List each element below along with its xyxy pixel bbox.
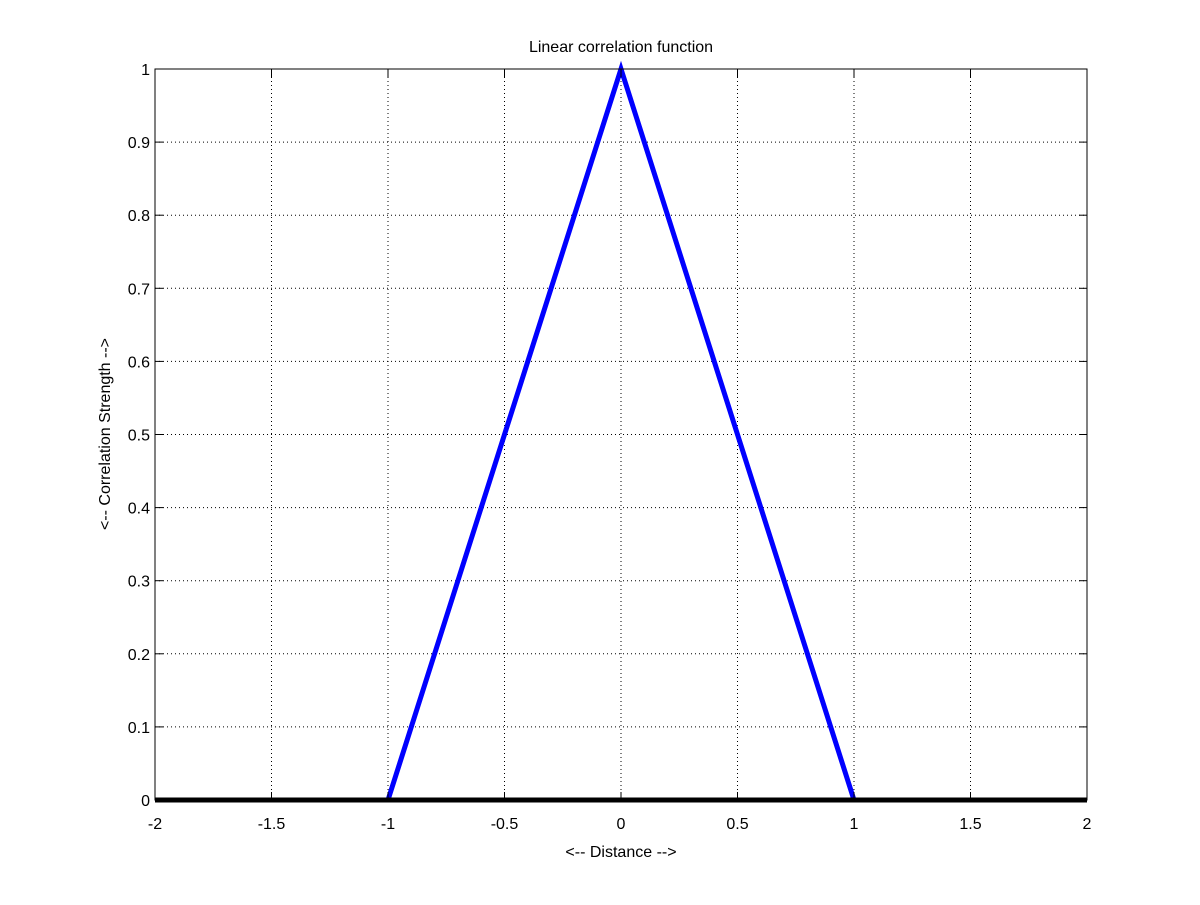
y-tick-label: 0.2 [128,647,150,664]
y-tick-label: 0.3 [128,574,150,591]
x-tick-label: 0.5 [726,816,748,833]
x-tick-label: 2 [1083,816,1092,833]
y-tick-label: 0.1 [128,720,150,737]
x-tick-label: -1.5 [258,816,286,833]
y-tick-label: 0.9 [128,135,150,152]
y-tick-label: 0.5 [128,428,150,445]
ticks: -2 -1.5 -1 -0.5 0 0.5 1 1.5 2 0 0.1 0.2 0.3 0.4 0.5 0.6… [128,62,1092,833]
x-tick-label: 0 [617,816,626,833]
x-tick-label: -2 [148,816,162,833]
chart-title: Linear correlation function [529,39,713,56]
y-tick-label: 0.8 [128,208,150,225]
y-axis-label: <-- Correlation Strength --> [97,338,114,530]
y-tick-label: 0 [141,793,150,810]
x-tick-label: 1.5 [959,816,981,833]
x-tick-label: -0.5 [491,816,519,833]
x-tick-label: 1 [850,816,859,833]
y-tick-label: 0.7 [128,281,150,298]
y-tick-label: 0.4 [128,501,150,518]
x-tick-label: -1 [381,816,395,833]
y-tick-label: 0.6 [128,354,150,371]
y-tick-label: 1 [141,62,150,79]
x-axis-label: <-- Distance --> [565,844,676,861]
